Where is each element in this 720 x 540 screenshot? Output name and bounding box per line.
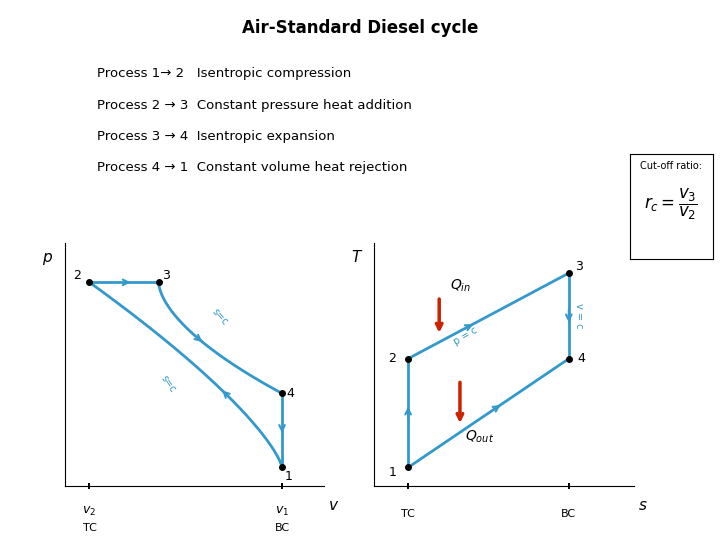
Text: Process 1→ 2   Isentropic compression: Process 1→ 2 Isentropic compression [97,68,351,80]
Text: 1: 1 [389,465,397,478]
Text: 3: 3 [575,260,583,273]
Text: p: p [42,251,51,265]
Text: Cut-off ratio:: Cut-off ratio: [640,161,703,171]
Text: 2: 2 [389,352,397,365]
Text: v = c: v = c [574,303,584,329]
Text: $Q_{out}$: $Q_{out}$ [465,428,494,444]
Text: BC: BC [561,509,577,519]
Text: 2: 2 [73,269,81,282]
Text: $Q_{in}$: $Q_{in}$ [449,278,471,294]
Text: s=c: s=c [159,374,178,395]
Text: Air-Standard Diesel cycle: Air-Standard Diesel cycle [242,19,478,37]
Text: BC: BC [274,523,289,533]
Text: s=c: s=c [210,307,230,327]
Text: Process 3 → 4  Isentropic expansion: Process 3 → 4 Isentropic expansion [97,130,335,143]
Text: TC: TC [401,509,415,519]
Text: p = c: p = c [451,325,479,347]
Text: $v_2$: $v_2$ [83,504,96,518]
Text: 4: 4 [578,352,585,365]
Text: Process 2 → 3  Constant pressure heat addition: Process 2 → 3 Constant pressure heat add… [97,99,412,112]
Text: T: T [351,251,361,265]
Text: $r_c = \dfrac{v_3}{v_2}$: $r_c = \dfrac{v_3}{v_2}$ [644,187,698,222]
Text: 1: 1 [284,470,292,483]
Text: v: v [329,498,338,513]
Text: s: s [639,498,647,513]
Text: 4: 4 [287,387,294,400]
Text: 3: 3 [162,269,170,282]
Text: TC: TC [83,523,96,533]
Text: Process 4 → 1  Constant volume heat rejection: Process 4 → 1 Constant volume heat rejec… [97,161,408,174]
Text: $v_1$: $v_1$ [275,504,289,518]
